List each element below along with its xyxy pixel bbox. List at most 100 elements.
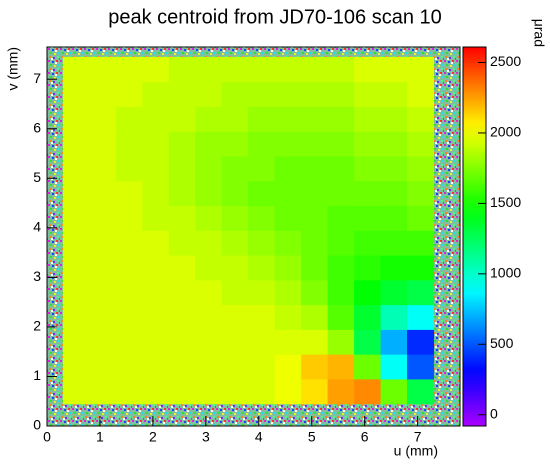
heatmap-cell [195, 304, 223, 330]
heatmap-cell [115, 279, 143, 306]
heatmap-cell [407, 106, 435, 132]
x-tick-label: 0 [43, 429, 51, 445]
heatmap-cell [274, 279, 302, 306]
heatmap-cell [62, 56, 90, 83]
heatmap-cell [274, 81, 302, 107]
heatmap-cell [62, 279, 90, 306]
heatmap-cell [115, 56, 143, 83]
heatmap-cell [168, 304, 196, 330]
heatmap-cell [62, 354, 90, 380]
heatmap-cell [274, 329, 302, 355]
heatmap-cell [327, 205, 355, 231]
heatmap-cell [354, 56, 382, 83]
y-tick-label: 7 [33, 70, 41, 86]
heatmap-cell [354, 230, 382, 256]
colorbar-tick-label: 500 [490, 335, 514, 351]
heatmap-cell [407, 230, 435, 256]
heatmap-cell [89, 106, 117, 132]
heatmap-cell [142, 155, 170, 182]
heatmap-cell [327, 131, 355, 157]
heatmap-cell [89, 56, 117, 83]
heatmap-cell [142, 279, 170, 306]
heatmap-cell [327, 230, 355, 256]
heatmap-cell [89, 180, 117, 207]
heatmap-cell [221, 329, 249, 355]
heatmap-cell [354, 131, 382, 157]
heatmap-cell [168, 230, 196, 256]
heatmap-cell [115, 304, 143, 330]
heatmap-cell [354, 255, 382, 281]
y-tick-label: 3 [33, 268, 41, 284]
plot-frame [46, 46, 461, 427]
heatmap-cell [301, 329, 329, 355]
x-tick-label: 7 [414, 429, 422, 445]
heatmap-cell [301, 155, 329, 182]
heatmap-cell [327, 180, 355, 207]
heatmap-cell [142, 56, 170, 83]
heatmap-cell [248, 106, 276, 132]
heatmap-cell [115, 180, 143, 207]
heatmap-cell [380, 205, 408, 231]
heatmap-cell [248, 354, 276, 380]
colorbar-tick-label: 2500 [490, 53, 521, 69]
heatmap-cell [274, 155, 302, 182]
heatmap-cell [168, 255, 196, 281]
heatmap-cell [221, 279, 249, 306]
heatmap-cell [142, 106, 170, 132]
heatmap-cell [115, 131, 143, 157]
heatmap-cell [274, 180, 302, 207]
x-tick-label: 1 [96, 429, 104, 445]
heatmap-cell [274, 304, 302, 330]
heatmap-cell [115, 81, 143, 107]
heatmap-cell [115, 378, 143, 405]
heatmap-cell [327, 155, 355, 182]
heatmap-cell [221, 155, 249, 182]
heatmap-cell [62, 180, 90, 207]
heatmap-cell [248, 329, 276, 355]
heatmap-cell [301, 378, 329, 405]
heatmap-cell [380, 329, 408, 355]
y-tick-label: 5 [33, 169, 41, 185]
y-tick-label: 2 [33, 318, 41, 334]
heatmap-cell [195, 81, 223, 107]
heatmap-cell [301, 205, 329, 231]
heatmap-cell [142, 180, 170, 207]
heatmap-cell [115, 230, 143, 256]
heatmap-cell [221, 354, 249, 380]
heatmap-cell [115, 106, 143, 132]
heatmap-cell [248, 81, 276, 107]
heatmap-cell [115, 329, 143, 355]
heatmap-cell [301, 304, 329, 330]
heatmap-cell [407, 354, 435, 380]
heatmap-cell [380, 131, 408, 157]
heatmap-cell [327, 81, 355, 107]
heatmap-cell [142, 205, 170, 231]
heatmap-cell [354, 329, 382, 355]
heatmap-cell [248, 155, 276, 182]
heatmap-cell [62, 205, 90, 231]
heatmap-cell [168, 205, 196, 231]
heatmap-cell [274, 255, 302, 281]
heatmap-cell [354, 279, 382, 306]
heatmap-cell [195, 131, 223, 157]
heatmap-cell [301, 131, 329, 157]
heatmap-cell [248, 180, 276, 207]
heatmap-cell [407, 304, 435, 330]
x-tick-label: 5 [308, 429, 316, 445]
heatmap-cell [248, 378, 276, 405]
heatmap-cell [380, 255, 408, 281]
heatmap-cell [115, 255, 143, 281]
heatmap-cell [248, 230, 276, 256]
x-axis-label: u (mm) [394, 443, 438, 459]
heatmap-cell [168, 329, 196, 355]
heatmap-cell [248, 304, 276, 330]
y-tick-label: 0 [33, 417, 41, 433]
heatmap-cell [221, 304, 249, 330]
heatmap-cell [380, 180, 408, 207]
heatmap-cell [380, 155, 408, 182]
heatmap-cell [327, 378, 355, 405]
heatmap-cell [195, 205, 223, 231]
y-tick-label: 1 [33, 367, 41, 383]
heatmap-cell [89, 378, 117, 405]
heatmap-cell [354, 205, 382, 231]
